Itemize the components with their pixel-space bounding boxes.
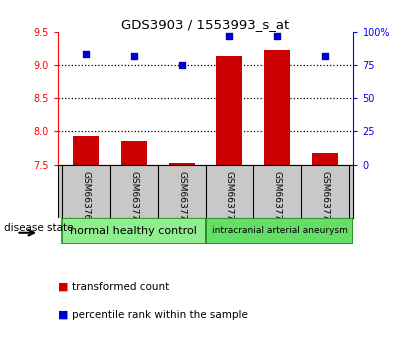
Point <box>321 53 328 58</box>
Bar <box>73 136 99 165</box>
Text: percentile rank within the sample: percentile rank within the sample <box>72 310 248 320</box>
Point <box>226 33 233 39</box>
Bar <box>216 56 242 165</box>
Bar <box>62 218 206 244</box>
Bar <box>121 141 147 165</box>
Text: normal healthy control: normal healthy control <box>70 226 197 236</box>
Text: GSM663773: GSM663773 <box>272 171 282 226</box>
Text: GSM663774: GSM663774 <box>320 171 329 226</box>
Point <box>178 62 185 68</box>
Text: GSM663770: GSM663770 <box>129 171 139 226</box>
Text: GSM663771: GSM663771 <box>177 171 186 226</box>
Point <box>131 53 137 58</box>
Text: ■: ■ <box>58 282 68 292</box>
Bar <box>312 153 338 165</box>
Text: GSM663772: GSM663772 <box>225 171 234 226</box>
Text: GSM663769: GSM663769 <box>82 171 91 226</box>
Title: GDS3903 / 1553993_s_at: GDS3903 / 1553993_s_at <box>121 18 290 31</box>
Text: disease state: disease state <box>4 223 74 233</box>
Text: intracranial arterial aneurysm: intracranial arterial aneurysm <box>212 227 347 235</box>
Point <box>274 33 280 39</box>
Text: transformed count: transformed count <box>72 282 169 292</box>
Bar <box>264 50 290 165</box>
Point <box>83 52 90 57</box>
Bar <box>206 218 353 244</box>
Bar <box>169 162 195 165</box>
Text: ■: ■ <box>58 310 68 320</box>
